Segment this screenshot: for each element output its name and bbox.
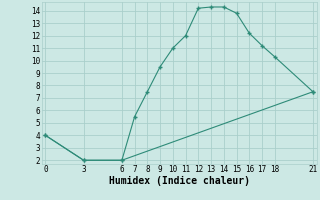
X-axis label: Humidex (Indice chaleur): Humidex (Indice chaleur) <box>109 176 250 186</box>
